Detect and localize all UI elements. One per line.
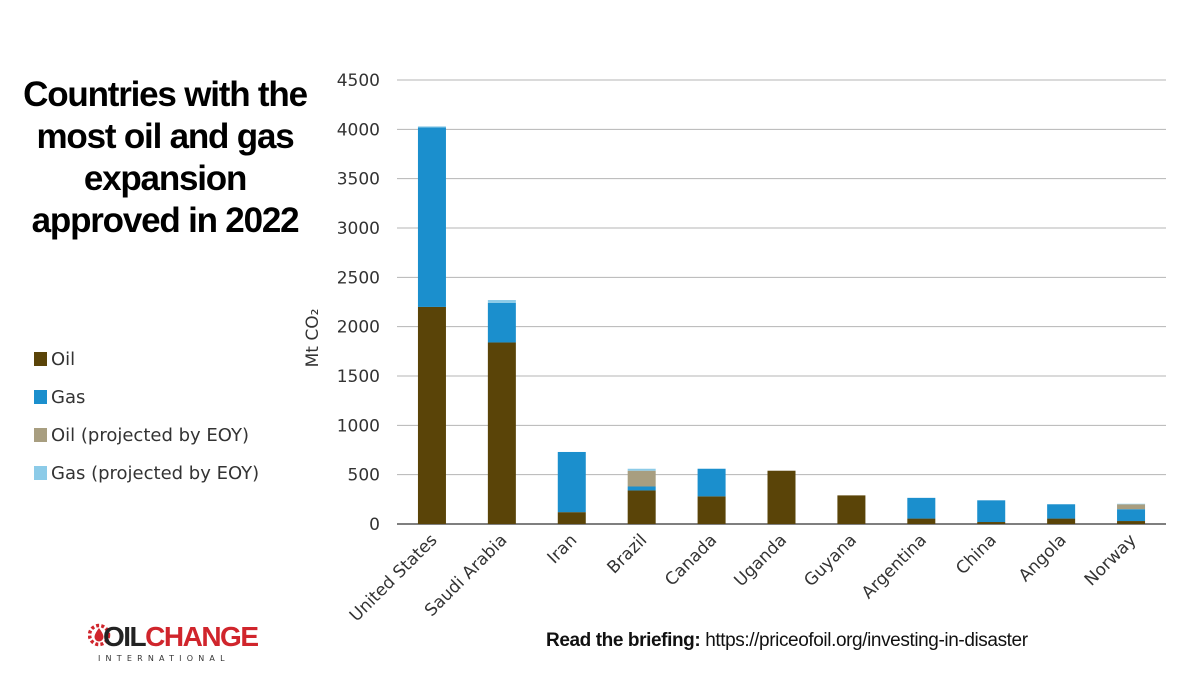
oil-change-logo: OILCHANGE INTERNATIONAL — [88, 620, 259, 668]
legend-label: Gas (projected by EOY) — [51, 462, 260, 484]
x-tick-label: Norway — [1081, 530, 1141, 590]
x-tick-label: Argentina — [858, 530, 931, 603]
legend-item: Gas (projected by EOY) — [34, 454, 259, 492]
bar-segment — [417, 127, 446, 307]
legend-label: Gas — [51, 386, 86, 408]
bar-segment — [1117, 509, 1146, 522]
gear-drop-icon — [88, 623, 111, 647]
chart-title: Countries with the most oil and gas expa… — [23, 75, 308, 240]
bar-segment — [627, 470, 656, 487]
x-tick-label: Angola — [1015, 530, 1071, 586]
x-tick-label: Iran — [544, 530, 582, 568]
bar-segment — [627, 490, 656, 524]
legend-label: Oil (projected by EOY) — [51, 424, 249, 446]
y-tick-label: 2000 — [337, 318, 380, 338]
legend-item: Oil (projected by EOY) — [34, 416, 259, 454]
x-tick-label: Canada — [661, 530, 721, 590]
y-tick-label: 3000 — [337, 219, 380, 239]
bar-segment — [417, 306, 446, 524]
legend-item: Gas — [34, 378, 259, 416]
bar-segment — [487, 342, 516, 524]
x-tick-label: Brazil — [604, 530, 652, 578]
bar-segment — [1117, 521, 1146, 524]
logo-wordmark: OILCHANGE — [103, 621, 259, 652]
bar-segment — [767, 470, 796, 524]
bar-segment — [837, 495, 866, 524]
bar-segment — [697, 496, 726, 524]
bar-segment — [627, 486, 656, 491]
legend-swatch — [34, 428, 47, 442]
y-tick-label: 2500 — [337, 268, 380, 288]
bar-segment — [697, 468, 726, 497]
y-tick-label: 0 — [369, 515, 380, 535]
legend-label: Oil — [51, 348, 76, 370]
bar-segment — [557, 451, 586, 513]
x-tick-label: China — [952, 530, 1000, 578]
bar-segment — [417, 126, 446, 128]
x-tick-label: Guyana — [800, 530, 861, 591]
bar-segment — [1047, 518, 1076, 524]
x-tick-label: Uganda — [730, 530, 791, 591]
legend-swatch — [34, 466, 47, 480]
bar-segment — [977, 500, 1006, 523]
bar-segment — [487, 302, 516, 343]
bar-segment — [907, 518, 936, 524]
y-tick-label: 4000 — [337, 120, 380, 140]
logo-word-change: CHANGE — [145, 621, 259, 652]
y-axis-label: Mt CO₂ — [303, 309, 323, 368]
bar-segment — [977, 522, 1006, 524]
bar-segment — [1117, 504, 1146, 510]
bar-segment — [627, 468, 656, 471]
legend-swatch — [34, 390, 47, 404]
bar-segment — [907, 497, 936, 519]
legend-swatch — [34, 352, 47, 366]
bar-segment — [557, 512, 586, 524]
y-tick-label: 3500 — [337, 170, 380, 190]
bar-segment — [487, 300, 516, 303]
y-tick-label: 500 — [348, 466, 380, 486]
footer-note: Read the briefing: https://priceofoil.or… — [546, 630, 1028, 652]
logo-word-oil: OIL — [103, 621, 147, 652]
y-tick-label: 1500 — [337, 367, 380, 387]
bar-segment — [1047, 504, 1076, 519]
footer-label: Read the briefing: — [546, 630, 701, 651]
logo-subtitle: INTERNATIONAL — [98, 654, 230, 663]
y-tick-label: 4500 — [337, 71, 380, 91]
briefing-link[interactable]: https://priceofoil.org/investing-in-disa… — [705, 630, 1028, 651]
y-tick-label: 1000 — [337, 416, 380, 436]
legend: Oil Gas Oil (projected by EOY) Gas (project… — [34, 340, 259, 492]
legend-item: Oil — [34, 340, 259, 378]
